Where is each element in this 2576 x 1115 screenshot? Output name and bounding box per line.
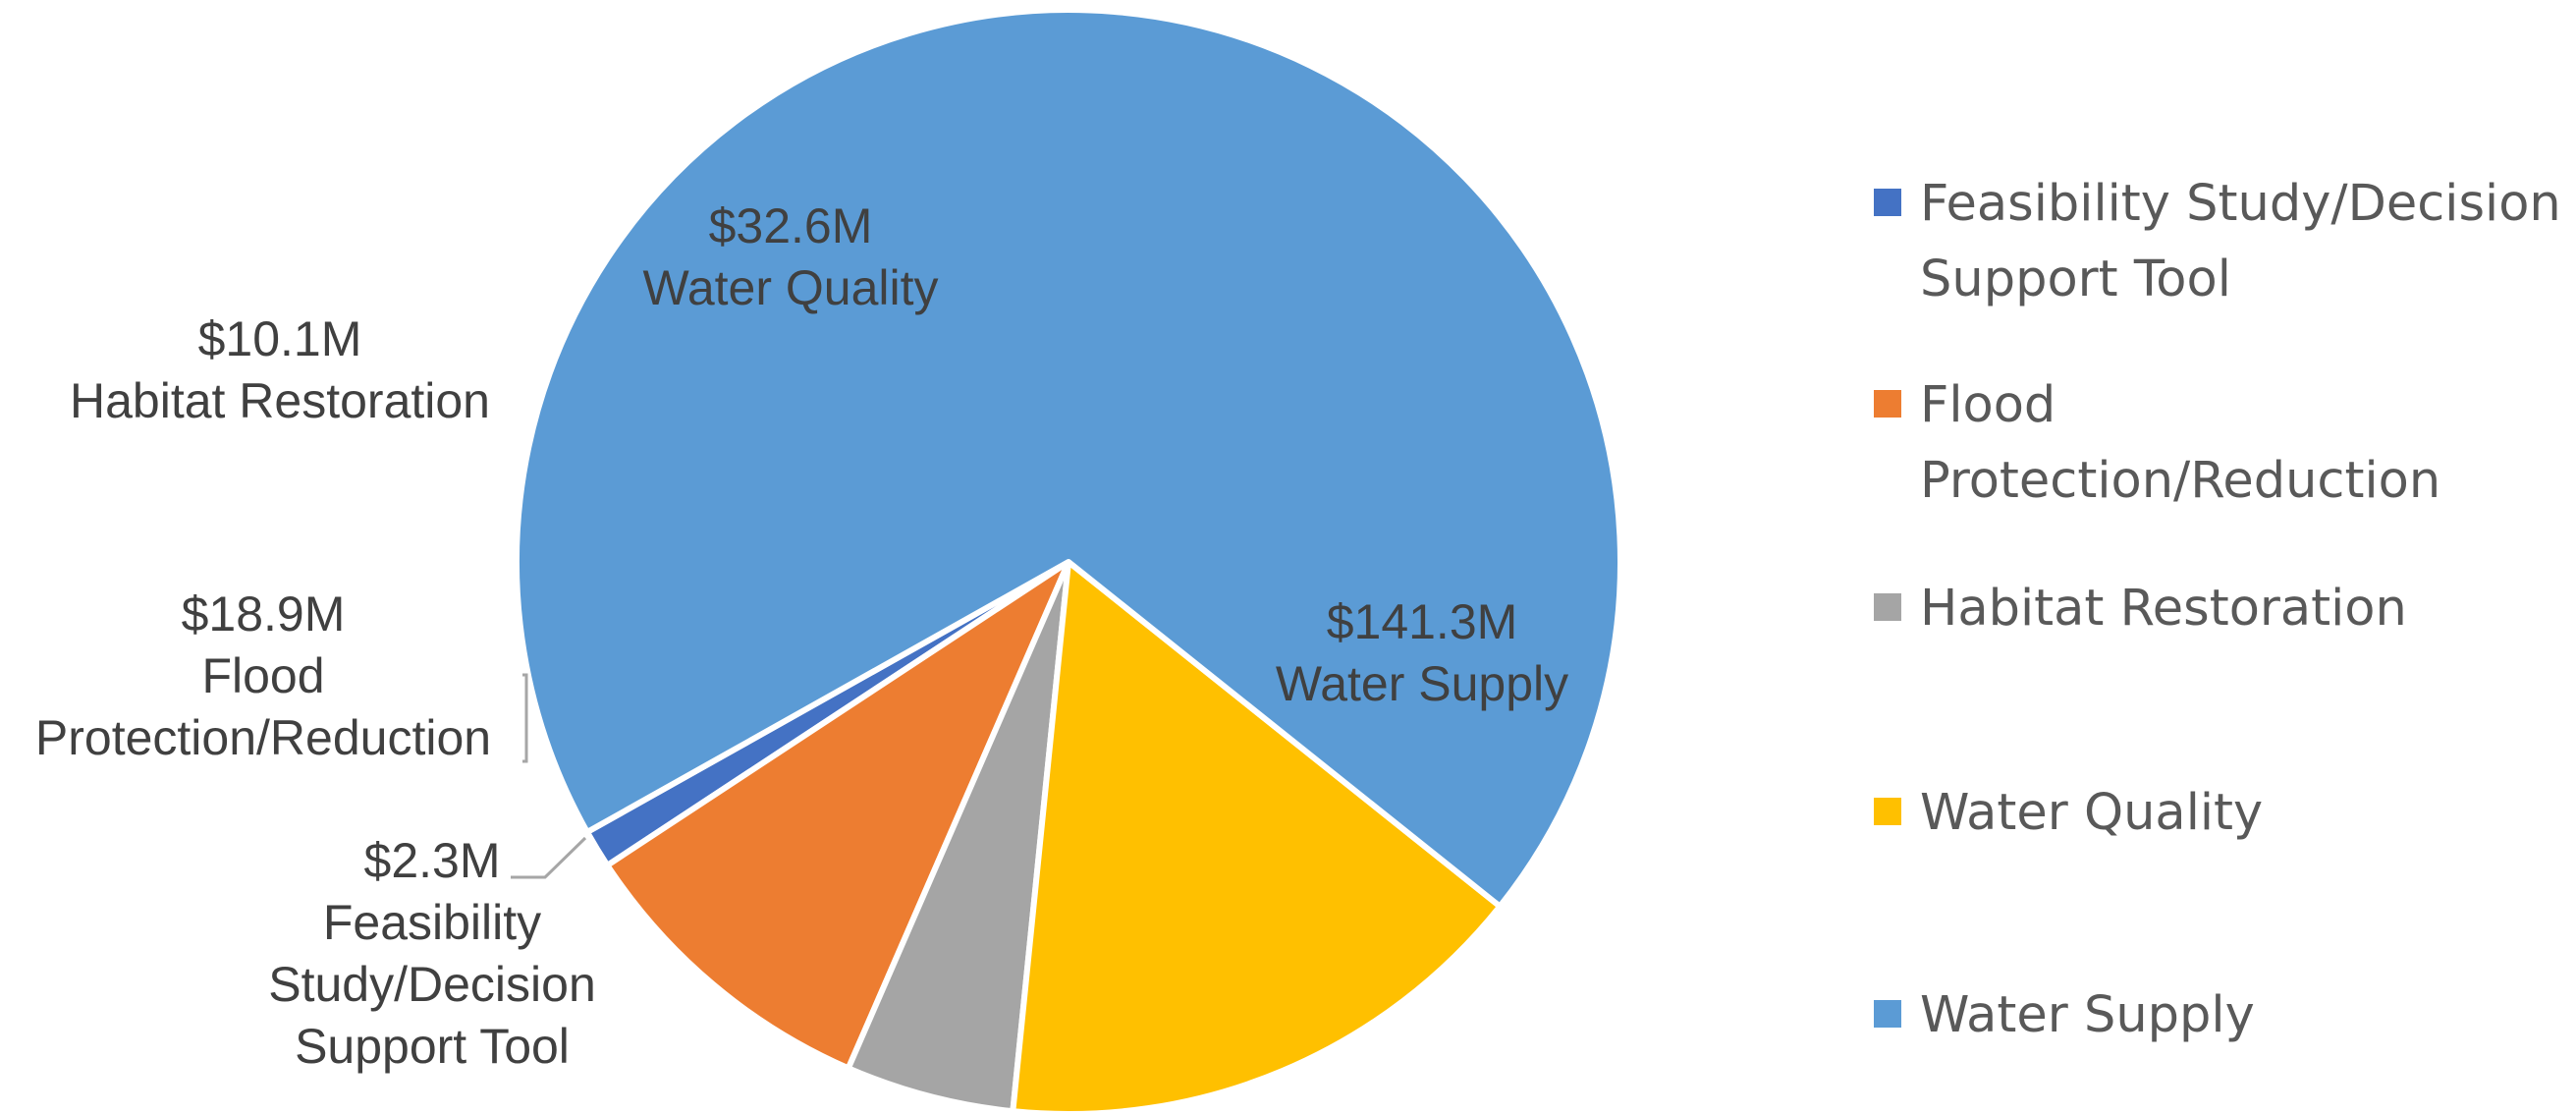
legend: Feasibility Study/Decision Support Tool Fl… <box>1874 175 2561 1044</box>
legend-item-feasibility-study-decision-support-tool: Feasibility Study/Decision Support Tool <box>1874 175 2561 308</box>
data-label-category: Study/Decision <box>268 957 596 1012</box>
data-label-flood-protection-reduction: $18.9M Flood Protection/Reduction <box>35 586 491 765</box>
data-label-value: $32.6M <box>709 198 873 253</box>
data-label-value: $10.1M <box>198 311 362 366</box>
data-label-value: $141.3M <box>1327 594 1518 649</box>
data-label-category: Habitat Restoration <box>70 373 490 428</box>
data-label-water-quality: $32.6M Water Quality <box>642 198 938 315</box>
data-label-category: Water Supply <box>1276 656 1568 711</box>
pie-slices <box>514 7 1623 1115</box>
legend-swatch <box>1874 593 1901 621</box>
leader-lines <box>511 673 587 879</box>
data-label-habitat-restoration: $10.1M Habitat Restoration <box>70 311 490 428</box>
legend-swatch <box>1874 390 1901 418</box>
leader-line-feasibility-study-decision-support-tool <box>511 836 587 879</box>
legend-label-line: Support Tool <box>1920 251 2231 308</box>
pie-slice-flood-protection-reduction <box>604 559 1071 1072</box>
data-label-category: Feasibility <box>323 895 541 950</box>
legend-label-line: Feasibility Study/Decision <box>1920 175 2561 233</box>
legend-label-line: Flood <box>1920 376 2055 434</box>
legend-item-habitat-restoration: Habitat Restoration <box>1874 580 2407 638</box>
legend-label: Habitat Restoration <box>1920 580 2407 638</box>
data-label-category: Flood <box>201 648 324 703</box>
legend-label: Feasibility Study/Decision Support Tool <box>1920 175 2561 308</box>
legend-item-flood-protection-reduction: Flood Protection/Reduction <box>1874 376 2440 510</box>
data-labels: $2.3M Feasibility Study/Decision Support To… <box>35 198 1568 1074</box>
legend-label: Water Quality <box>1920 784 2263 842</box>
data-label-water-supply: $141.3M Water Supply <box>1276 594 1568 711</box>
pie-slice-habitat-restoration <box>845 559 1071 1115</box>
data-label-category: Protection/Reduction <box>35 710 491 765</box>
legend-label-line: Habitat Restoration <box>1920 580 2407 638</box>
legend-label-line: Water Supply <box>1920 986 2255 1044</box>
legend-item-water-supply: Water Supply <box>1874 986 2255 1044</box>
data-label-category: Support Tool <box>295 1019 570 1074</box>
legend-label: Water Supply <box>1920 986 2255 1044</box>
data-label-value: $18.9M <box>182 586 346 641</box>
legend-label-line: Water Quality <box>1920 784 2263 842</box>
data-label-category: Water Quality <box>642 260 938 315</box>
pie-slice-water-supply <box>514 7 1623 910</box>
data-label-value: $2.3M <box>364 833 501 888</box>
legend-item-water-quality: Water Quality <box>1874 784 2263 842</box>
legend-label-line: Protection/Reduction <box>1920 452 2440 510</box>
legend-swatch <box>1874 798 1901 825</box>
pie-slice-water-quality <box>1010 559 1504 1115</box>
leader-line-flood-protection-reduction <box>522 673 528 763</box>
legend-swatch <box>1874 1000 1901 1028</box>
legend-swatch <box>1874 189 1901 216</box>
data-label-feasibility-study-decision-support-tool: $2.3M Feasibility Study/Decision Support To… <box>268 833 596 1074</box>
legend-label: Flood Protection/Reduction <box>1920 376 2440 510</box>
